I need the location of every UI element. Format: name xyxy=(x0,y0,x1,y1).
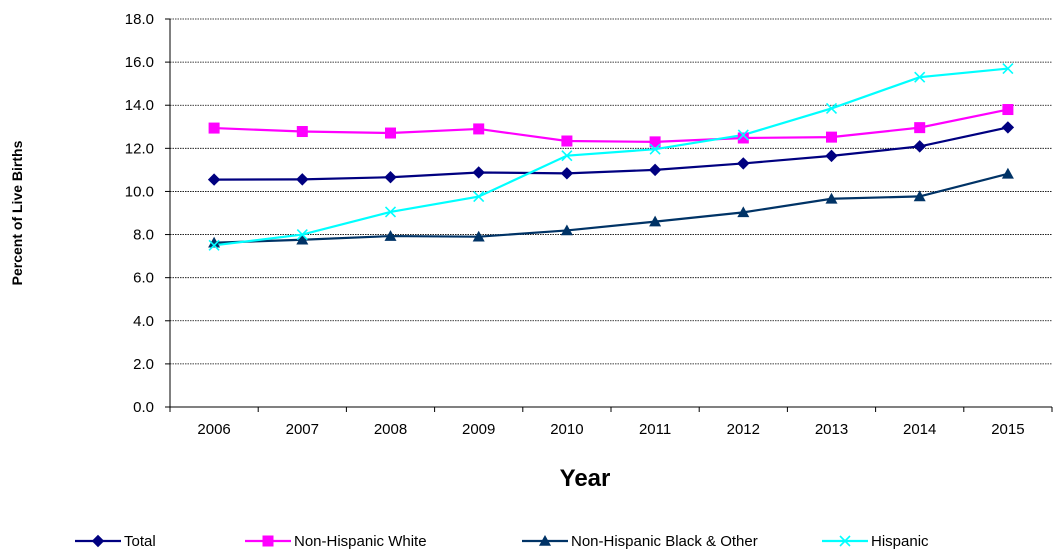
data-point xyxy=(472,166,485,179)
x-marker-stroke xyxy=(1002,63,1014,75)
data-point xyxy=(825,102,838,115)
data-point xyxy=(384,206,397,218)
x-marker-stroke xyxy=(561,150,573,162)
data-point xyxy=(825,192,838,204)
x-tick-label: 2015 xyxy=(991,421,1024,438)
x-marker-stroke xyxy=(737,129,749,141)
y-tick-label: 0.0 xyxy=(133,399,154,416)
data-point xyxy=(208,122,220,134)
data-point xyxy=(913,190,926,202)
data-point xyxy=(473,123,485,135)
data-point xyxy=(296,228,308,241)
x-tick-label: 2007 xyxy=(286,421,319,438)
y-axis-title: Percent of Live Births xyxy=(9,140,25,285)
data-point xyxy=(649,143,661,155)
series-line-1 xyxy=(214,108,1009,143)
x-marker-stroke xyxy=(296,228,308,241)
y-tick-label: 6.0 xyxy=(133,270,154,287)
data-point xyxy=(472,230,485,242)
x-marker-stroke xyxy=(914,71,926,83)
series-markers xyxy=(207,63,1015,251)
data-point xyxy=(207,173,221,186)
x-tick-label: 2012 xyxy=(727,421,760,438)
legend-swatch-marker xyxy=(91,534,105,548)
axes xyxy=(165,18,1053,412)
data-point xyxy=(737,129,749,141)
data-point xyxy=(296,233,309,245)
y-tick-label: 12.0 xyxy=(125,140,154,157)
x-tick-label: 2009 xyxy=(462,421,495,438)
data-point xyxy=(826,131,837,143)
data-point xyxy=(737,206,750,218)
y-tick-label: 10.0 xyxy=(125,183,154,200)
x-marker-stroke xyxy=(825,102,838,115)
data-point xyxy=(914,122,926,134)
x-tick-label: 2013 xyxy=(815,421,848,438)
legend-label: Total xyxy=(124,533,156,550)
x-marker-stroke xyxy=(649,143,661,155)
series-line-2 xyxy=(214,172,1009,244)
legend-label: Hispanic xyxy=(871,533,929,550)
series-lines xyxy=(213,67,1009,247)
y-tick-label: 2.0 xyxy=(133,356,154,373)
legend: Total Non-Hispanic White Non-Hispanic Blac… xyxy=(75,533,929,550)
data-point xyxy=(914,71,926,83)
data-point xyxy=(1001,121,1015,134)
data-point xyxy=(473,191,485,203)
x-marker-stroke xyxy=(839,535,851,547)
data-point xyxy=(384,171,397,184)
data-point xyxy=(1002,104,1014,116)
data-point xyxy=(737,157,750,170)
x-tick-label: 2006 xyxy=(197,421,230,438)
y-tick-label: 8.0 xyxy=(133,227,154,244)
tick-labels: 0.0 2.0 4.0 6.0 8.0 10.0 12.0 14.0 16.0 18.0 2006 2… xyxy=(125,11,1025,438)
y-tick-label: 16.0 xyxy=(125,54,154,71)
data-point xyxy=(296,126,308,138)
x-tick-label: 2011 xyxy=(639,421,671,438)
x-marker-stroke xyxy=(208,239,220,251)
data-point xyxy=(1001,167,1014,179)
data-point xyxy=(296,173,309,186)
x-axis-title: Year xyxy=(560,465,611,492)
x-tick-label: 2014 xyxy=(903,421,936,438)
data-point xyxy=(649,136,661,148)
data-point xyxy=(385,127,396,139)
x-tick-label: 2008 xyxy=(374,421,407,438)
y-tick-label: 18.0 xyxy=(125,11,154,28)
data-point xyxy=(560,224,573,236)
gridlines xyxy=(170,18,1052,365)
data-point xyxy=(825,149,838,163)
data-point xyxy=(649,215,662,227)
legend-label: Non-Hispanic Black & Other xyxy=(571,533,758,550)
x-marker-stroke xyxy=(473,191,485,203)
data-point xyxy=(384,230,397,241)
legend-swatch-marker xyxy=(262,535,274,547)
legend-swatch-marker xyxy=(839,535,851,547)
series-line-3 xyxy=(213,67,1009,247)
data-point xyxy=(737,132,749,144)
x-tick-label: 2010 xyxy=(550,421,583,438)
y-tick-label: 4.0 xyxy=(133,313,154,330)
data-point xyxy=(560,167,574,180)
legend-swatch-marker xyxy=(539,535,551,546)
data-point xyxy=(561,150,573,162)
data-point xyxy=(208,236,221,248)
data-point xyxy=(1002,63,1014,75)
data-point xyxy=(208,239,220,251)
series-line-0 xyxy=(214,126,1009,181)
data-point xyxy=(648,163,662,177)
x-marker-stroke xyxy=(384,206,397,218)
legend-label: Non-Hispanic White xyxy=(294,533,427,550)
data-point xyxy=(913,140,926,153)
data-point xyxy=(561,135,573,147)
y-tick-label: 14.0 xyxy=(125,97,154,114)
